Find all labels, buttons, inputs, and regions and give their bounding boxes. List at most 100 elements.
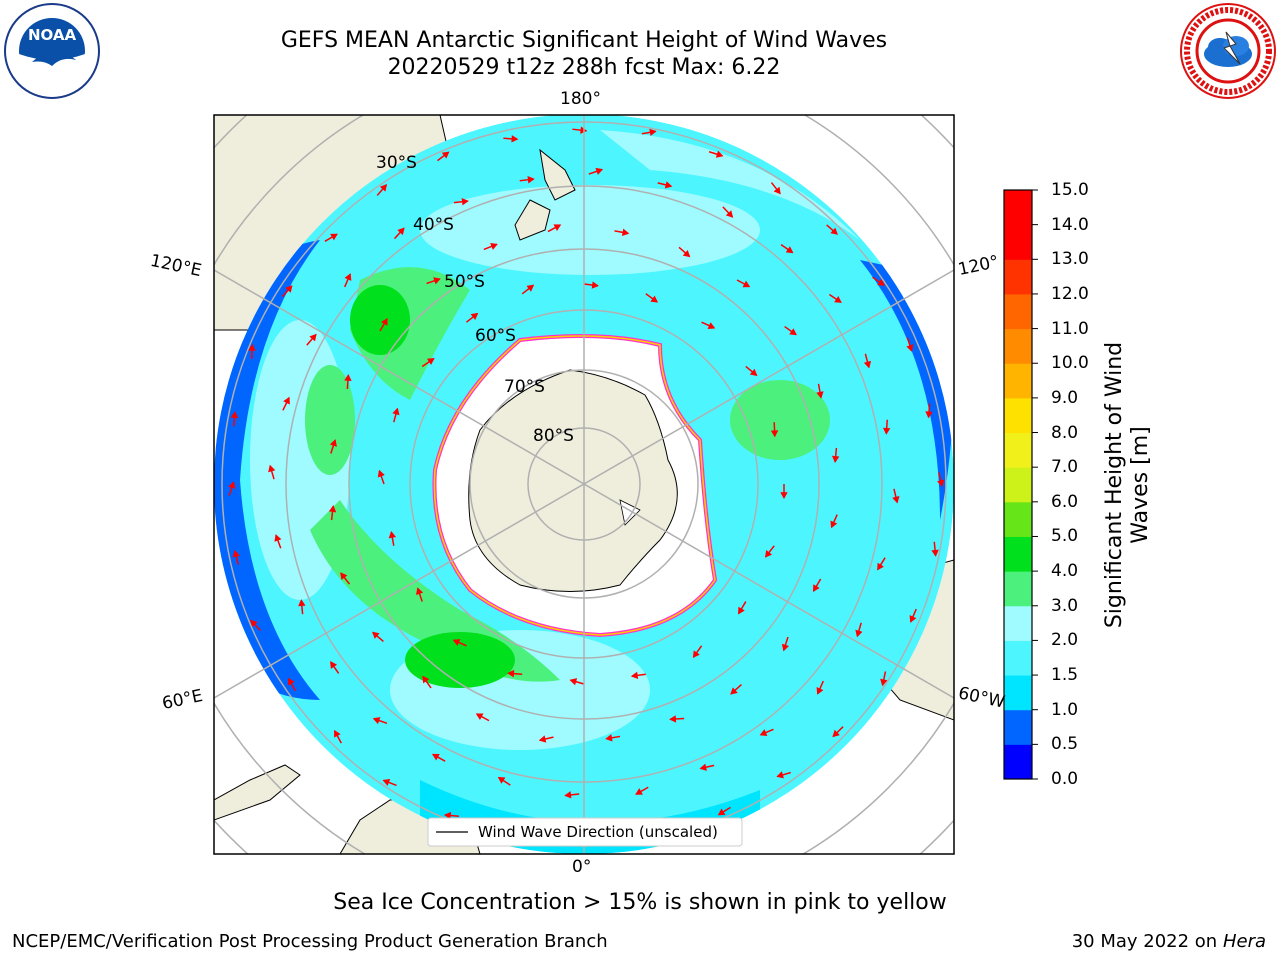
colorbar-tick-label: 10.0 — [1051, 353, 1089, 374]
colorbar-tick-label: 6.0 — [1051, 491, 1079, 512]
wind-arrow-head — [283, 396, 290, 405]
chart-subtitle: 20220529 t12z 288h fcst Max: 6.22 — [387, 55, 781, 80]
colorbar-title: Significant Height of Wind Waves [m] — [1102, 335, 1154, 635]
wind-arrow-head — [816, 687, 824, 695]
colorbar-segment — [1004, 675, 1032, 711]
lon-label-180: 180° — [560, 89, 601, 109]
wind-arrow-head — [834, 296, 842, 303]
wind-arrow-head — [770, 430, 779, 438]
colorbar-segment — [1004, 259, 1032, 295]
wind-arrow-head — [228, 481, 236, 489]
footer-date: 30 May 2022 on Hera — [1072, 931, 1266, 952]
footer-date-text: 30 May 2022 on — [1071, 931, 1218, 952]
wind-arrow-head — [452, 639, 461, 646]
new-zealand-land — [514, 148, 576, 241]
wind-arrow-head — [877, 278, 885, 286]
nws-logo — [1180, 3, 1276, 99]
wind-arrow-head — [776, 771, 784, 779]
colorbar-tick-label: 12.0 — [1051, 283, 1089, 304]
wind-arrow-head — [330, 661, 338, 669]
wind-arrow-head — [431, 753, 440, 761]
colorbar-segment — [1004, 605, 1032, 641]
colorbar-tick-label: 0.5 — [1051, 734, 1079, 755]
wind-arrow-head — [443, 811, 452, 820]
wind-arrow-head — [416, 587, 424, 595]
wind-arrow-head — [388, 530, 397, 539]
wind-arrow-head — [538, 735, 547, 743]
wind-arrow-head — [382, 778, 391, 786]
wind-arrow-head — [426, 358, 435, 365]
wind-arrow-head — [595, 167, 604, 175]
wind-arrow-head — [334, 729, 341, 738]
wind-arrow-head — [344, 273, 352, 281]
map-frame — [213, 114, 955, 855]
wind-arrow-head — [730, 687, 738, 695]
wind-arrow-head — [925, 411, 933, 419]
lat-label-30s: 30°S — [376, 153, 417, 173]
noaa-logo-text: NOAA — [28, 26, 77, 44]
wind-arrow-head — [475, 713, 484, 720]
wind-arrow-head — [630, 671, 639, 680]
colorbar-segment — [1004, 224, 1032, 260]
wind-arrow-head — [931, 549, 939, 557]
wind-arrow-head — [344, 373, 352, 382]
colorbar-tick-label: 8.0 — [1051, 422, 1079, 443]
wind-arrow-head — [274, 534, 282, 542]
colorbar-tick-label: 7.0 — [1051, 457, 1079, 478]
wind-arrow-head — [749, 368, 758, 376]
noaa-logo: NOAA — [4, 3, 100, 99]
wind-arrow-head — [635, 788, 643, 795]
wind-arrow-head — [785, 246, 794, 254]
colorbar-segment — [1004, 467, 1032, 503]
wind-arrow-head — [441, 151, 450, 159]
colorbar-tick-label: 1.0 — [1051, 699, 1079, 720]
wind-arrow-head — [298, 599, 306, 607]
wind-arrow-head — [433, 277, 441, 285]
colorbar-tick-label: 11.0 — [1051, 318, 1089, 339]
wind-arrow-head — [909, 615, 917, 623]
wind-arrow-head — [832, 729, 840, 738]
wind-arrow-head — [422, 675, 430, 684]
wind-arrow-head — [372, 717, 381, 725]
colorbar-segment — [1004, 432, 1032, 468]
wind-arrow-head — [699, 763, 707, 771]
graticule — [214, 115, 954, 854]
wind-arrow-head — [340, 572, 348, 580]
wind-arrow-head — [371, 631, 380, 639]
footer-machine: Hera — [1222, 931, 1266, 952]
colorbar-title-line1: Significant Height of Wind — [1102, 341, 1127, 629]
wind-arrow-head — [880, 678, 888, 687]
wind-arrow-head — [330, 233, 338, 241]
wind-arrow-head — [831, 455, 840, 463]
wind-arrow-head — [725, 210, 734, 218]
wind-arrow-head — [328, 505, 337, 513]
colorbar-tick-label: 3.0 — [1051, 595, 1079, 616]
wind-arrow-head — [309, 333, 317, 342]
wind-arrow-head — [906, 344, 914, 352]
wind-arrow-head — [268, 464, 276, 473]
lat-label-40s: 40°S — [413, 215, 454, 235]
wind-arrow-head — [507, 669, 515, 678]
wind-arrow-head — [287, 677, 295, 686]
wind-arrow-head — [250, 619, 258, 628]
colorbar-segment — [1004, 501, 1032, 537]
colorbar-tick-label: 14.0 — [1051, 214, 1089, 235]
colorbar-tick-label: 15.0 — [1051, 180, 1089, 200]
wind-arrow-head — [707, 322, 716, 329]
wind-arrow-head — [877, 562, 884, 571]
wind-arrow-head — [511, 135, 519, 143]
colorbar-tick-label: 4.0 — [1051, 561, 1079, 582]
colorbar-frame — [1003, 189, 1033, 780]
footer-credit: NCEP/EMC/Verification Post Processing Pr… — [12, 931, 608, 952]
wind-arrow-head — [490, 242, 498, 250]
wind-arrow-head — [230, 411, 239, 419]
wind-arrow-head — [377, 469, 385, 478]
colorbar-segment — [1004, 190, 1032, 226]
wind-arrow-head — [553, 224, 562, 231]
wind-arrow-head — [397, 227, 405, 236]
colorbar-tick-label: 13.0 — [1051, 249, 1089, 270]
wind-arrow-head — [813, 584, 820, 592]
wind-arrow-head — [232, 549, 240, 558]
wind-arrow-head — [830, 520, 838, 529]
wind-arrow-head — [526, 284, 535, 292]
